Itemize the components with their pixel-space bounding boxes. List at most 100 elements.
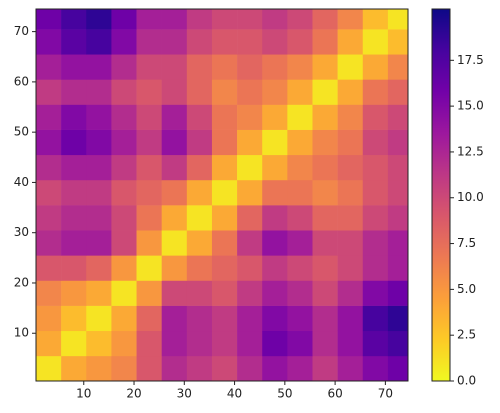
y-tick-label: 30: [14, 225, 29, 239]
heatmap-cell: [337, 179, 364, 206]
heatmap-cell: [161, 205, 188, 231]
x-tick-label: 30: [177, 387, 192, 401]
heatmap-cell: [211, 305, 238, 332]
heatmap-cell: [61, 129, 87, 156]
heatmap-cell: [161, 179, 188, 206]
heatmap-cell: [387, 330, 409, 357]
heatmap-cell: [211, 230, 238, 256]
heatmap-cell: [237, 179, 263, 206]
heatmap-cell: [211, 205, 238, 231]
heatmap-cell: [136, 305, 162, 332]
heatmap-cell: [362, 9, 389, 30]
heatmap-cell: [161, 330, 188, 357]
heatmap-cell: [136, 154, 162, 181]
heatmap-cell: [161, 355, 188, 382]
heatmap-cell: [211, 255, 238, 281]
heatmap-cell: [237, 104, 263, 130]
heatmap-cell: [211, 129, 238, 156]
y-tick-label: 10: [14, 326, 29, 340]
heatmap-cell: [312, 104, 338, 130]
heatmap-cell: [211, 104, 238, 130]
heatmap-cell: [237, 280, 263, 306]
plot-frame: [35, 8, 409, 382]
heatmap-cell: [211, 9, 238, 30]
heatmap-cell: [337, 330, 364, 357]
heatmap-cell: [136, 54, 162, 80]
heatmap-cell: [36, 179, 62, 206]
heatmap-cell: [86, 29, 112, 55]
heatmap-cell: [262, 54, 288, 80]
heatmap-cell: [186, 330, 213, 357]
heatmap-cell: [362, 29, 389, 55]
heatmap-cell: [387, 179, 409, 206]
heatmap-cell: [387, 129, 409, 156]
heatmap-cell: [287, 280, 313, 306]
heatmap-cell: [36, 9, 62, 30]
heatmap-cell: [36, 104, 62, 130]
heatmap-cell: [211, 179, 238, 206]
heatmap-cell: [111, 54, 137, 80]
heatmap-cell: [337, 29, 364, 55]
heatmap-cell: [86, 104, 112, 130]
heatmap-cell: [312, 129, 338, 156]
heatmap-cell: [237, 129, 263, 156]
heatmap-cell: [211, 79, 238, 105]
heatmap-cell: [287, 79, 313, 105]
colorbar-tick-label: 2.5: [457, 328, 476, 342]
heatmap-cell: [111, 154, 137, 181]
heatmap-cell: [237, 54, 263, 80]
heatmap-cell: [136, 129, 162, 156]
heatmap-cell: [36, 280, 62, 306]
heatmap-cell: [362, 230, 389, 256]
heatmap-cell: [237, 330, 263, 357]
heatmap-cell: [287, 330, 313, 357]
heatmap-cell: [287, 355, 313, 382]
heatmap-cell: [86, 79, 112, 105]
heatmap-cell: [237, 230, 263, 256]
colorbar-tick-label: 5.0: [457, 282, 476, 296]
heatmap-cell: [287, 54, 313, 80]
heatmap-cell: [111, 79, 137, 105]
heatmap-cell: [287, 104, 313, 130]
heatmap-cell: [86, 54, 112, 80]
heatmap-cell: [61, 179, 87, 206]
heatmap-cell: [211, 355, 238, 382]
heatmap-cell: [161, 129, 188, 156]
heatmap-cell: [86, 355, 112, 382]
heatmap-cell: [36, 205, 62, 231]
heatmap-cell: [61, 305, 87, 332]
heatmap-cell: [312, 54, 338, 80]
heatmap-cell: [61, 330, 87, 357]
heatmap-cell: [237, 305, 263, 332]
heatmap-cell: [61, 29, 87, 55]
heatmap-cell: [86, 305, 112, 332]
heatmap-cell: [186, 154, 213, 181]
heatmap-cell: [312, 355, 338, 382]
colorbar-tick-label: 7.5: [457, 236, 476, 250]
x-tick-label: 40: [227, 387, 242, 401]
heatmap-cell: [387, 305, 409, 332]
heatmap-cell: [287, 305, 313, 332]
heatmap-cell: [111, 305, 137, 332]
heatmap-cell: [111, 179, 137, 206]
colorbar-tick-label: 10.0: [457, 190, 484, 204]
heatmap-cell: [312, 154, 338, 181]
heatmap-cell: [86, 330, 112, 357]
heatmap-cell: [136, 29, 162, 55]
heatmap-cell: [86, 280, 112, 306]
heatmap-cell: [237, 29, 263, 55]
heatmap-cell: [111, 9, 137, 30]
heatmap-cell: [61, 154, 87, 181]
heatmap-cell: [237, 79, 263, 105]
heatmap-cell: [237, 355, 263, 382]
heatmap-cell: [387, 280, 409, 306]
heatmap-cell: [262, 129, 288, 156]
heatmap-cell: [362, 129, 389, 156]
heatmap-cell: [262, 9, 288, 30]
heatmap-cell: [186, 255, 213, 281]
heatmap-cell: [312, 205, 338, 231]
heatmap-cell: [86, 179, 112, 206]
heatmap-cell: [312, 305, 338, 332]
heatmap-cell: [36, 255, 62, 281]
heatmap-cell: [287, 9, 313, 30]
